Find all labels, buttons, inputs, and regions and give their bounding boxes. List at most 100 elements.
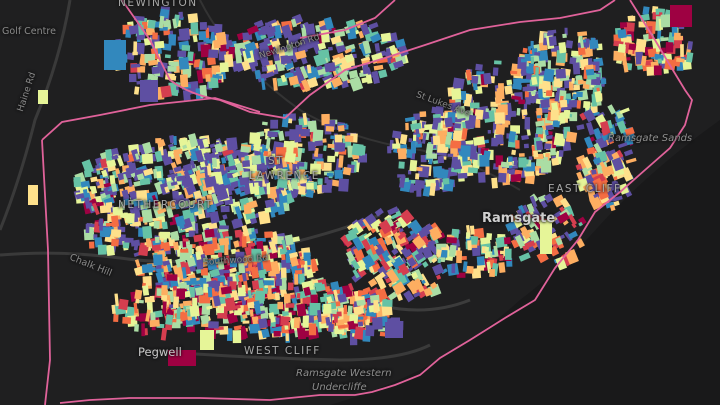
- building: [422, 184, 431, 197]
- building: [479, 154, 490, 167]
- building: [495, 91, 502, 104]
- building: [158, 15, 165, 29]
- building: [559, 112, 566, 124]
- building: [473, 136, 486, 146]
- building: [425, 143, 434, 155]
- building: [407, 170, 412, 175]
- building: [408, 219, 424, 235]
- building: [504, 85, 513, 95]
- building: [380, 259, 391, 272]
- building: [399, 134, 408, 145]
- building: [138, 24, 145, 36]
- building: [268, 312, 276, 323]
- building: [310, 294, 318, 303]
- building: [417, 139, 422, 144]
- building: [173, 135, 177, 146]
- building: [491, 177, 498, 189]
- building: [217, 261, 225, 270]
- building: [680, 44, 684, 57]
- building: [168, 61, 179, 67]
- building: [523, 143, 529, 149]
- building: [529, 193, 539, 203]
- building: [405, 122, 409, 131]
- building: [253, 138, 262, 152]
- building: [255, 175, 265, 182]
- building: [470, 102, 480, 109]
- building: [303, 286, 312, 297]
- building: [391, 247, 399, 256]
- building: [233, 324, 243, 331]
- building: [559, 206, 565, 213]
- building: [436, 249, 442, 258]
- building: [536, 107, 543, 116]
- building: [260, 78, 266, 90]
- building: [398, 263, 410, 276]
- building: [338, 178, 349, 192]
- building: [450, 167, 462, 174]
- building: [212, 237, 218, 250]
- building: [247, 290, 253, 300]
- building: [392, 143, 401, 149]
- building: [203, 283, 209, 293]
- building: [280, 54, 292, 65]
- building: [426, 153, 437, 159]
- building: [181, 267, 187, 279]
- building: [439, 135, 447, 145]
- building: [122, 316, 132, 325]
- building: [294, 273, 299, 285]
- building: [336, 288, 340, 294]
- building: [330, 281, 340, 292]
- building: [179, 74, 189, 88]
- building: [617, 142, 628, 149]
- building: [673, 35, 684, 41]
- building: [404, 116, 416, 122]
- building: [486, 233, 493, 241]
- building: [294, 136, 302, 143]
- building: [362, 40, 372, 55]
- building: [284, 63, 292, 71]
- building: [153, 254, 163, 266]
- building: [260, 33, 267, 40]
- building: [323, 16, 334, 30]
- building: [96, 178, 104, 189]
- building: [176, 306, 181, 320]
- building: [655, 8, 660, 15]
- building: [302, 315, 309, 328]
- building: [493, 245, 499, 257]
- building: [517, 204, 526, 215]
- building: [344, 53, 355, 64]
- building: [289, 256, 299, 267]
- building: [219, 225, 229, 230]
- building: [368, 22, 379, 30]
- building: [192, 59, 202, 68]
- building: [353, 305, 365, 316]
- building: [431, 118, 439, 130]
- building: [218, 252, 223, 258]
- building: [181, 44, 191, 51]
- building: [625, 22, 635, 32]
- building: [234, 310, 242, 316]
- building: [301, 35, 316, 51]
- building: [429, 129, 438, 134]
- building: [529, 195, 538, 208]
- building: [73, 176, 82, 188]
- building: [351, 219, 359, 226]
- label-golf-centre: Golf Centre: [2, 26, 56, 37]
- building: [294, 66, 302, 74]
- label-st-lawrence-1: ST: [268, 155, 285, 167]
- building: [248, 258, 253, 270]
- building: [374, 42, 381, 52]
- building: [128, 190, 138, 201]
- building: [392, 281, 407, 296]
- building: [520, 58, 527, 63]
- building: [231, 171, 240, 179]
- building: [565, 40, 574, 49]
- building: [543, 156, 549, 163]
- building: [377, 265, 391, 280]
- building: [344, 48, 352, 54]
- building: [535, 170, 540, 176]
- building: [128, 204, 134, 214]
- building: [256, 27, 267, 36]
